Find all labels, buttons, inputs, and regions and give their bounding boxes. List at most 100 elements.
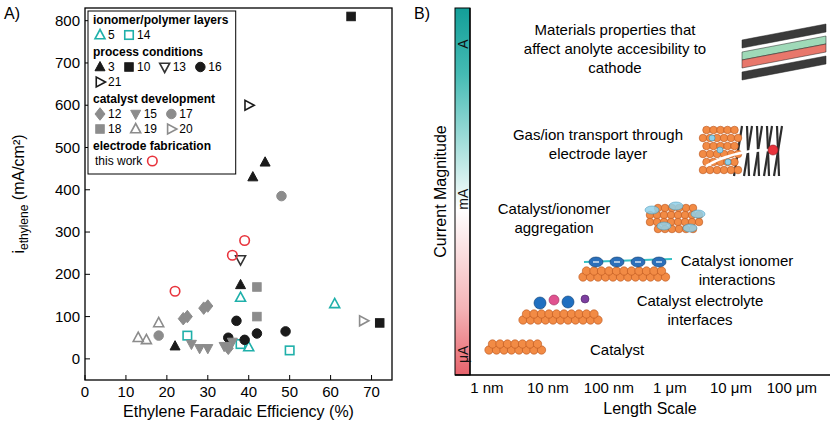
particle — [727, 166, 735, 174]
particle — [724, 158, 732, 166]
particle — [674, 218, 682, 226]
legend-marker — [131, 124, 141, 133]
particle — [703, 126, 711, 134]
legend-marker — [196, 62, 206, 72]
point — [141, 334, 151, 343]
particle — [709, 135, 715, 141]
point — [240, 236, 250, 246]
particle — [620, 267, 628, 275]
y-axis-title-sub: ethylene — [17, 204, 31, 250]
legend-label: 14 — [137, 28, 151, 42]
point — [182, 310, 192, 323]
particle — [562, 296, 574, 308]
particle — [661, 204, 669, 212]
y-tick-label: 200 — [55, 265, 80, 282]
legend-marker — [95, 108, 105, 121]
particle — [660, 211, 668, 219]
particle — [682, 204, 690, 212]
sulfonate — [610, 257, 624, 267]
legend-label: 19 — [144, 122, 158, 136]
x-tick-label: 1 μm — [653, 379, 687, 396]
legend: ionomer/polymer layers514process conditi… — [88, 11, 236, 174]
particle — [533, 340, 541, 348]
particle — [720, 134, 728, 142]
particle — [734, 134, 742, 142]
annotation: Catalyst/ionomeraggregation — [498, 200, 611, 236]
point — [245, 100, 254, 110]
particle — [575, 310, 583, 318]
x-tick-label: 100 nm — [584, 379, 634, 396]
point — [170, 286, 180, 296]
point — [277, 191, 287, 201]
annotation: Catalyst ionomerinteractions — [681, 252, 794, 288]
y-tick — [85, 274, 90, 275]
annotation-line: interfaces — [667, 311, 732, 328]
annotation-line: affect anolyte accesibility to — [524, 40, 706, 57]
y-tick-label: 400 — [55, 181, 80, 198]
legend-label: 5 — [108, 28, 115, 42]
particle — [674, 211, 682, 219]
x-tick-label: 40 — [240, 383, 257, 400]
y-tick-label: 600 — [55, 96, 80, 113]
charge — [656, 261, 662, 262]
particle — [530, 310, 538, 318]
particle — [706, 166, 714, 174]
particle — [537, 310, 545, 318]
sulfonate — [652, 257, 666, 267]
point — [170, 341, 180, 350]
legend-marker — [167, 109, 177, 119]
annotation-line: electrode layer — [549, 145, 647, 162]
point — [183, 331, 192, 340]
legend-marker — [96, 77, 105, 87]
y-tick-label: 300 — [55, 223, 80, 240]
particle — [703, 142, 711, 150]
legend-group-title: electrode fabrication — [93, 139, 211, 153]
particle — [560, 310, 568, 318]
particle — [724, 142, 732, 150]
particle — [612, 267, 620, 275]
particle — [667, 211, 675, 219]
particle — [710, 126, 718, 134]
legend-label: 18 — [108, 122, 122, 136]
y-tick-label: mA — [455, 188, 471, 210]
particle — [675, 225, 683, 233]
particle — [699, 166, 707, 174]
ionomer-cluster — [669, 202, 683, 210]
particle — [734, 166, 742, 174]
y-axis-title-unit: (mA/cm²) — [10, 134, 27, 204]
charge — [614, 261, 620, 262]
y-tick-label: A — [455, 39, 471, 49]
x-axis-title: Ethylene Faradaic Efficiency (%) — [123, 403, 354, 420]
y-tick-label: 500 — [55, 139, 80, 156]
legend-marker — [168, 124, 177, 134]
point — [253, 283, 261, 292]
point — [236, 292, 246, 301]
legend-label: 17 — [179, 107, 193, 121]
particle — [695, 218, 703, 226]
particle — [511, 340, 519, 348]
y-tick-label: 0 — [72, 350, 80, 367]
legend-group-title: ionomer/polymer layers — [93, 13, 229, 27]
particle — [657, 267, 665, 275]
y-tick — [85, 316, 90, 317]
point — [248, 172, 258, 181]
particle — [597, 267, 605, 275]
layer — [742, 56, 826, 80]
particle — [731, 142, 739, 150]
particle — [724, 126, 732, 134]
y-axis-title: iethylene (mA/cm²) — [10, 134, 31, 253]
particle — [681, 211, 689, 219]
x-tick-label: 1 nm — [470, 379, 503, 396]
annotation: Catalyst — [590, 341, 645, 358]
particle — [605, 267, 613, 275]
particle — [650, 267, 658, 275]
legend-label: 20 — [179, 122, 193, 136]
particle — [526, 340, 534, 348]
x-tick-label: 0 — [81, 383, 89, 400]
illustrations — [485, 24, 826, 354]
point — [285, 346, 294, 355]
ionomer-cluster — [683, 224, 697, 232]
point — [203, 345, 213, 354]
legend-marker — [148, 156, 158, 166]
x-tick — [166, 375, 167, 380]
